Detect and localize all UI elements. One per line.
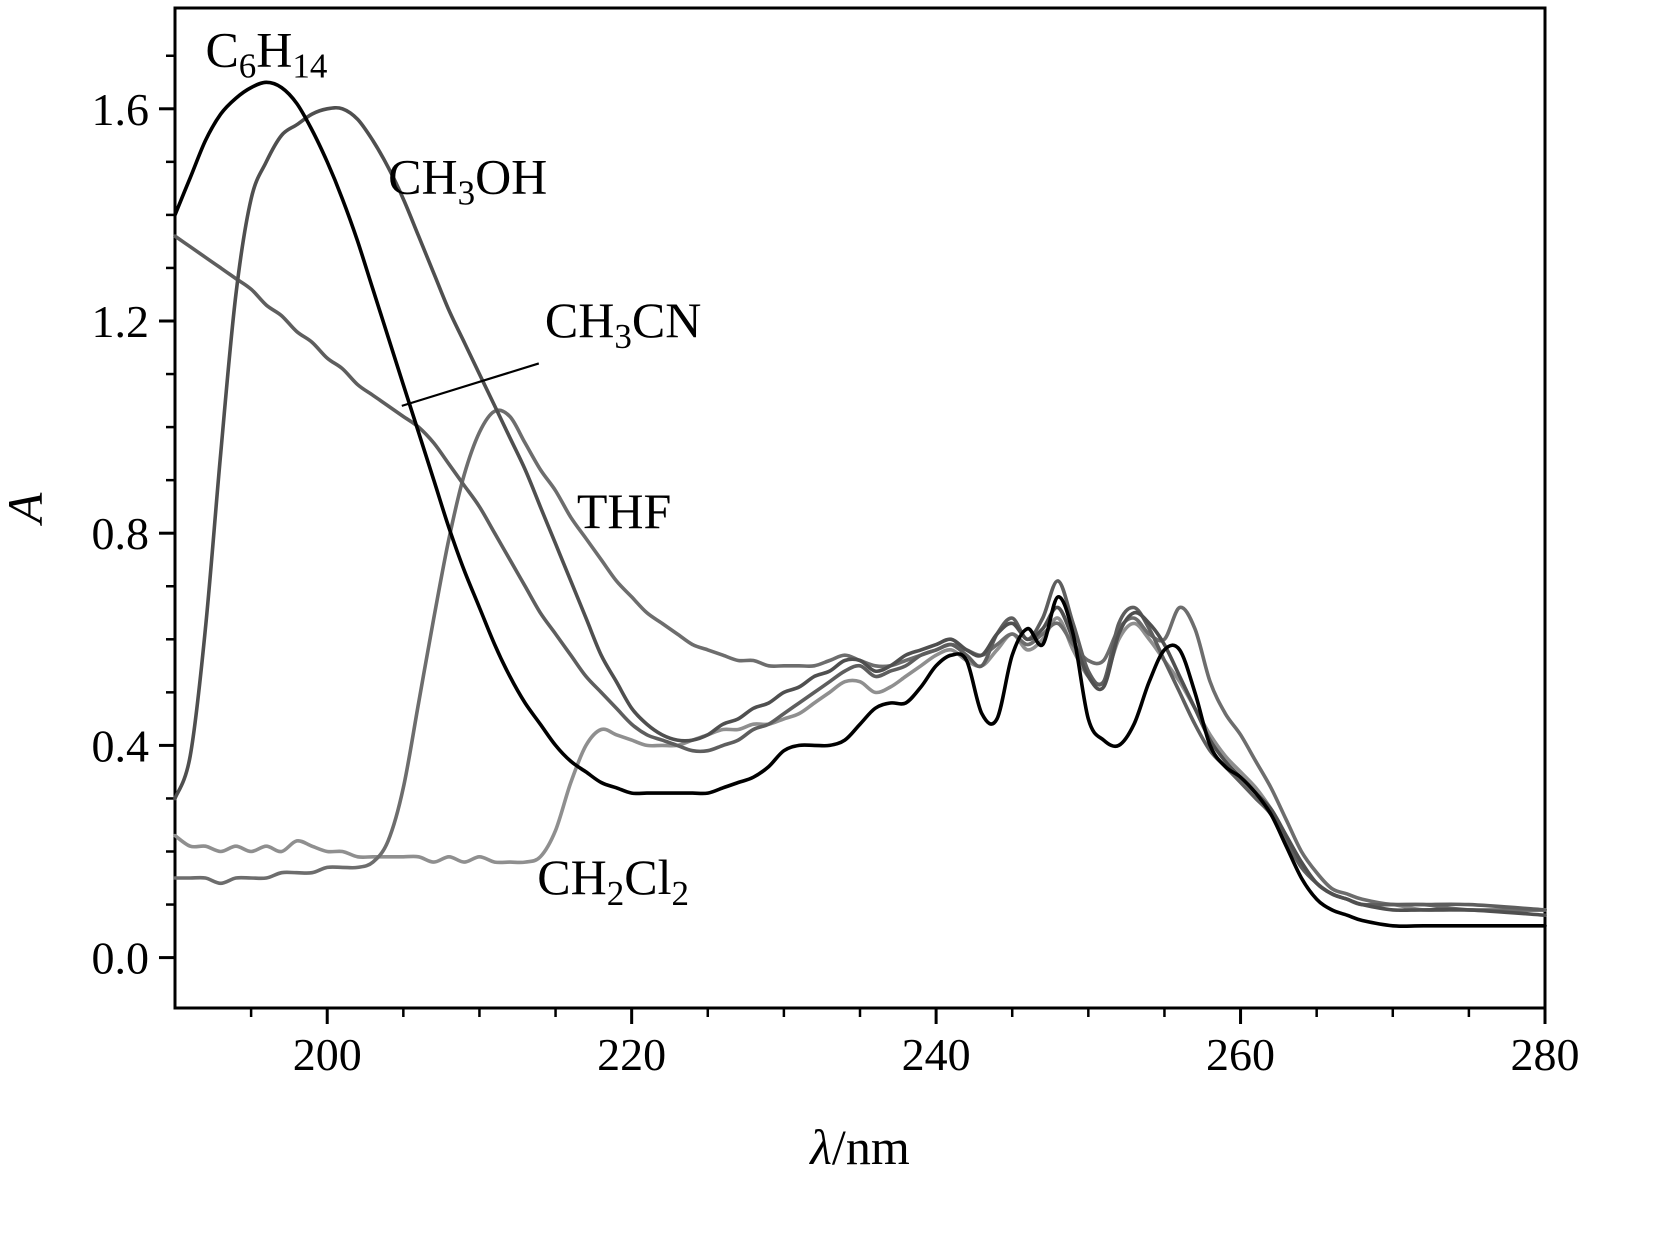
y-tick-label: 0.4 [92, 720, 150, 771]
curve-c6h14 [173, 80, 1547, 928]
y-tick-label: 1.2 [92, 296, 150, 347]
label-ch3cn: CH3CN [545, 292, 701, 356]
x-tick-label: 280 [1511, 1029, 1580, 1080]
y-tick-label: 1.6 [92, 84, 150, 135]
curve-ch2cl2 [173, 616, 1547, 913]
y-tick-label: 0.8 [92, 508, 150, 559]
x-tick-label: 200 [293, 1029, 362, 1080]
curve-ch3oh [173, 105, 1547, 917]
y-tick-label: 0.0 [92, 933, 150, 984]
curve-thf [173, 408, 1547, 913]
x-tick-label: 260 [1206, 1029, 1275, 1080]
label-thf: THF [577, 483, 671, 539]
x-axis-label: λ/nm [808, 1119, 910, 1175]
label-ch2cl2: CH2Cl2 [537, 849, 689, 913]
curve-ch3cn [173, 234, 1547, 912]
x-tick-label: 240 [902, 1029, 971, 1080]
label-leader-ch3cn [401, 362, 540, 407]
label-c6h14: C6H14 [205, 21, 327, 85]
y-axis-label: A [0, 492, 53, 526]
x-tick-label: 220 [597, 1029, 666, 1080]
label-ch3oh: CH3OH [388, 149, 547, 213]
